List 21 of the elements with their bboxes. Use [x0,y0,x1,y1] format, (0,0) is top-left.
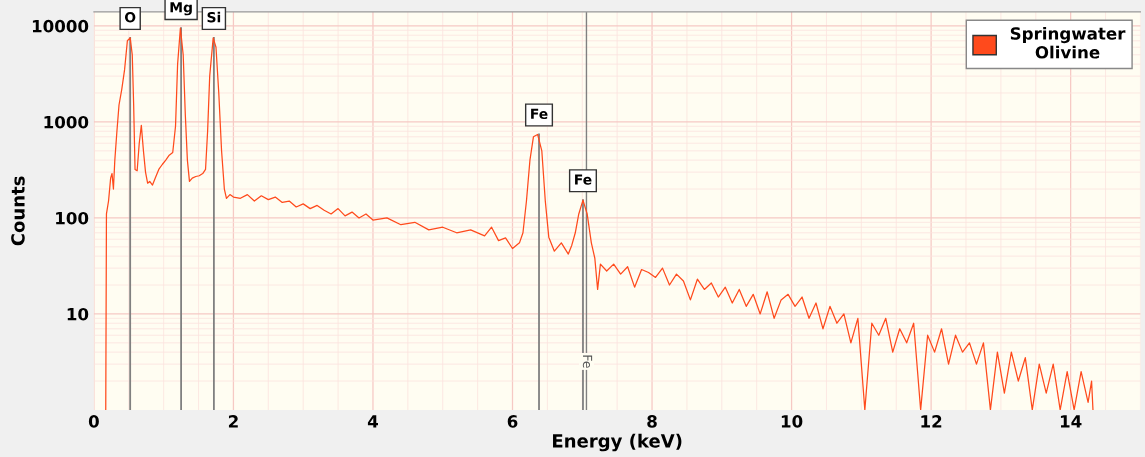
x-tick-label: 8 [647,415,657,428]
annotation: Fe [531,108,548,120]
x-tick-label: 10 [781,415,803,428]
x-tick-label: 2 [228,415,238,428]
annotation: Mg [170,2,192,16]
ref-line-label: Fe [582,355,593,368]
x-tick-label: 14 [1060,415,1082,428]
x-axis-title: Energy (keV) [553,433,682,452]
y-tick-label: 100 [56,211,89,225]
y-tick-label: 10000 [32,19,89,33]
y-axis-title: Counts [11,176,25,246]
x-tick-label: 6 [507,415,518,428]
annotation: Fe [575,174,592,185]
legend-label: Springwater Olivine [1010,26,1126,59]
x-tick-label: 12 [921,415,942,428]
x-tick-label: 4 [367,415,378,428]
y-tick-label: 1000 [44,115,89,129]
annotation: O [124,11,136,23]
annotation: Si [207,11,221,23]
x-tick-label: 0 [88,415,99,428]
y-tick-label: 10 [67,307,89,321]
